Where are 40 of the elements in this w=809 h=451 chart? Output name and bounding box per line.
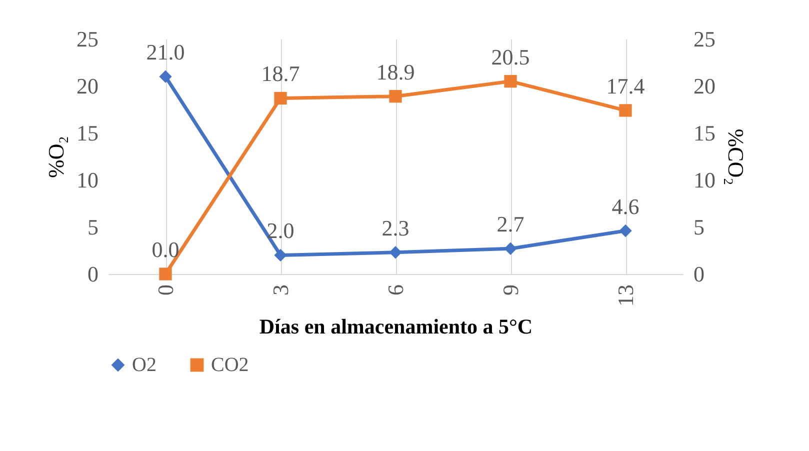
point: [504, 242, 517, 255]
y-tick-label: 10: [76, 168, 98, 192]
data-label: 0.0: [152, 237, 180, 262]
point: [274, 248, 287, 262]
point: [274, 92, 287, 105]
y-tick-label: 15: [76, 120, 98, 146]
data-label: 2.7: [496, 212, 524, 237]
data-label: 20.5: [491, 44, 530, 70]
x-tick-label: 0: [153, 284, 178, 296]
y2-tick-label: 15: [694, 120, 716, 146]
y-tick-label: 25: [76, 26, 98, 52]
data-label: 2.3: [382, 215, 410, 240]
data-label: 18.9: [376, 59, 415, 84]
y-axis-title: %O₂: [44, 136, 68, 178]
point: [619, 104, 632, 117]
data-label: 21.0: [146, 40, 185, 65]
x-tick-label: 3: [268, 284, 293, 296]
y2-tick-label: 20: [694, 74, 716, 98]
y2-tick-label: 25: [694, 26, 716, 52]
y2-tick-label: 5: [694, 214, 704, 240]
legend-label: CO2: [211, 354, 249, 376]
data-label: 18.7: [261, 61, 300, 86]
point: [159, 70, 172, 83]
x-tick-label: 6: [383, 284, 408, 296]
y-tick-label: 5: [88, 214, 98, 240]
legend-label: O2: [132, 354, 156, 376]
x-tick-label: 9: [498, 284, 523, 296]
x-tick-label: 13: [613, 284, 638, 306]
point: [389, 90, 402, 103]
y2-axis-title: %CO₂: [724, 128, 748, 186]
data-label: 17.4: [606, 73, 645, 98]
point: [159, 268, 172, 280]
x-axis-title: Días en almacenamiento a 5°C: [259, 314, 533, 338]
point: [389, 246, 402, 259]
y2-tick-label: 10: [694, 168, 716, 192]
point: [619, 224, 632, 238]
y-tick-label: 20: [76, 74, 98, 98]
data-label: 2.0: [266, 218, 294, 244]
point: [504, 74, 517, 88]
data-label: 4.6: [612, 194, 640, 219]
